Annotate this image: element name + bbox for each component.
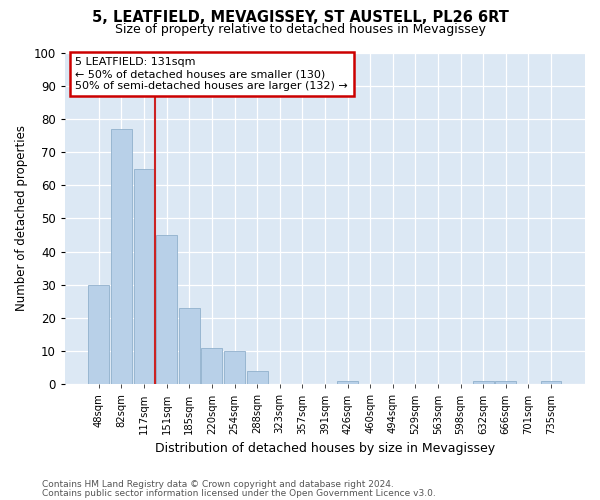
- Bar: [134, 168, 154, 384]
- Bar: [337, 381, 358, 384]
- Bar: [224, 351, 245, 384]
- Bar: [179, 308, 200, 384]
- Text: 5, LEATFIELD, MEVAGISSEY, ST AUSTELL, PL26 6RT: 5, LEATFIELD, MEVAGISSEY, ST AUSTELL, PL…: [92, 10, 508, 25]
- Bar: [541, 381, 562, 384]
- Text: 5 LEATFIELD: 131sqm
← 50% of detached houses are smaller (130)
50% of semi-detac: 5 LEATFIELD: 131sqm ← 50% of detached ho…: [75, 58, 348, 90]
- Text: Contains public sector information licensed under the Open Government Licence v3: Contains public sector information licen…: [42, 488, 436, 498]
- Bar: [111, 129, 132, 384]
- Bar: [202, 348, 222, 385]
- Bar: [496, 381, 516, 384]
- Bar: [247, 371, 268, 384]
- Bar: [473, 381, 494, 384]
- Text: Contains HM Land Registry data © Crown copyright and database right 2024.: Contains HM Land Registry data © Crown c…: [42, 480, 394, 489]
- Bar: [156, 235, 177, 384]
- X-axis label: Distribution of detached houses by size in Mevagissey: Distribution of detached houses by size …: [155, 442, 495, 455]
- Bar: [88, 284, 109, 384]
- Y-axis label: Number of detached properties: Number of detached properties: [15, 126, 28, 312]
- Text: Size of property relative to detached houses in Mevagissey: Size of property relative to detached ho…: [115, 22, 485, 36]
